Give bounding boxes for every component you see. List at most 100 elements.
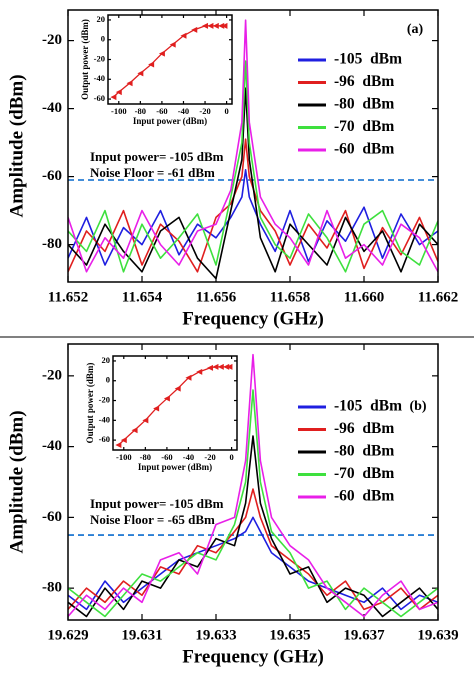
marker bbox=[207, 364, 214, 371]
marker bbox=[185, 374, 192, 381]
x-tick-label: 0 bbox=[224, 106, 228, 116]
marker bbox=[218, 22, 225, 29]
legend-label: -60 dBm bbox=[334, 488, 394, 505]
y-tick-label: -20 bbox=[42, 32, 62, 48]
annotation: Noise Floor = -61 dBm bbox=[90, 165, 215, 180]
series-group bbox=[68, 19, 438, 280]
legend-label: -96 dBm bbox=[334, 420, 394, 437]
x-tick-label: -40 bbox=[178, 106, 189, 116]
inset-background bbox=[113, 356, 237, 450]
x-tick-label: 11.658 bbox=[270, 289, 310, 305]
panel: -80 -60 -40 -20 11.652 11.654 11.656 11.658 11.6… bbox=[6, 9, 458, 329]
series-group bbox=[68, 353, 438, 618]
x-tick-label: -20 bbox=[199, 106, 210, 116]
series-line bbox=[68, 389, 438, 618]
marker bbox=[202, 22, 209, 29]
panel-label: (a) bbox=[407, 22, 424, 37]
x-tick-label: 19.629 bbox=[47, 627, 88, 643]
legend-label: -70 dBm bbox=[334, 118, 394, 135]
y-tick-label: -60 bbox=[94, 93, 105, 103]
series-line bbox=[68, 60, 438, 273]
marker bbox=[180, 32, 187, 39]
x-tick-label: -100 bbox=[116, 452, 132, 462]
y-tick-label: -60 bbox=[99, 434, 110, 444]
marker bbox=[212, 22, 219, 29]
legend-label: -105 dBm bbox=[334, 398, 402, 415]
x-tick-label: 19.635 bbox=[269, 627, 310, 643]
panel: -80 -60 -40 -20 19.629 19.631 19.633 19.635 19.6… bbox=[6, 343, 459, 667]
annotation: Input power= -105 dBm bbox=[90, 496, 224, 511]
y-tick-label: -20 bbox=[94, 53, 105, 63]
x-tick-label: 11.662 bbox=[418, 289, 458, 305]
marker bbox=[115, 442, 122, 449]
y-tick-label: 0 bbox=[106, 375, 110, 385]
x-tick-label: -80 bbox=[140, 452, 151, 462]
y-tick-label: -20 bbox=[99, 394, 110, 404]
x-tick-label: 11.654 bbox=[122, 289, 163, 305]
marker bbox=[174, 385, 181, 392]
marker bbox=[120, 437, 127, 444]
series-line bbox=[68, 169, 438, 266]
x-axis-label: Input power (dBm) bbox=[133, 116, 207, 126]
y-tick-label: 20 bbox=[97, 14, 106, 24]
plot-frame bbox=[67, 9, 439, 283]
inset-background bbox=[108, 15, 232, 104]
annotation: Input power= -105 dBm bbox=[90, 149, 224, 164]
panel-label: (b) bbox=[409, 399, 426, 414]
marker bbox=[223, 363, 230, 370]
y-tick-label: -40 bbox=[94, 73, 105, 83]
x-tick-label: -100 bbox=[111, 106, 127, 116]
y-tick-label: -60 bbox=[42, 168, 62, 184]
legend-label: -80 dBm bbox=[334, 96, 394, 113]
marker bbox=[131, 427, 138, 434]
y-tick-label: -20 bbox=[42, 367, 62, 383]
legend-label: -70 dBm bbox=[334, 465, 394, 482]
x-tick-label: 0 bbox=[229, 452, 233, 462]
series-line bbox=[68, 138, 438, 273]
legend-label: -105 dBm bbox=[334, 51, 402, 68]
marker bbox=[110, 94, 117, 101]
series-line bbox=[68, 516, 438, 611]
x-tick-label: -60 bbox=[161, 452, 172, 462]
x-tick-label: -20 bbox=[204, 452, 215, 462]
y-tick-label: -40 bbox=[42, 100, 62, 116]
marker bbox=[153, 405, 160, 412]
marker bbox=[126, 80, 133, 87]
marker bbox=[137, 70, 144, 77]
marker bbox=[142, 417, 149, 424]
inset: -60 -40 -20 0 20 -100 -80 -60 -40 -20 0 Output powe… bbox=[85, 355, 238, 472]
marker bbox=[163, 395, 170, 402]
y-tick-label: -40 bbox=[99, 414, 110, 424]
x-tick-label: -60 bbox=[156, 106, 167, 116]
marker bbox=[191, 26, 198, 33]
x-tick-label: 19.639 bbox=[417, 627, 458, 643]
y-tick-label: -40 bbox=[42, 438, 62, 454]
marker bbox=[169, 41, 176, 48]
marker bbox=[226, 363, 233, 370]
plot-frame bbox=[112, 355, 238, 451]
inset: -60 -40 -20 0 20 -100 -80 -60 -40 -20 0 Output powe… bbox=[80, 14, 233, 126]
marker bbox=[207, 22, 214, 29]
plot-frame bbox=[107, 14, 233, 105]
y-tick-label: -80 bbox=[42, 236, 62, 252]
marker bbox=[221, 22, 228, 29]
y-tick-label: 20 bbox=[102, 355, 111, 365]
legend-label: -60 dBm bbox=[334, 141, 394, 158]
y-tick-label: -60 bbox=[42, 509, 62, 525]
x-tick-label: 11.652 bbox=[48, 289, 88, 305]
legend-label: -80 dBm bbox=[334, 443, 394, 460]
y-axis-label: Amplitude (dBm) bbox=[6, 74, 27, 217]
legend-label: -96 dBm bbox=[334, 73, 394, 90]
x-tick-label: -80 bbox=[135, 106, 146, 116]
y-tick-label: 0 bbox=[101, 34, 105, 44]
y-axis-label: Output power (dBm) bbox=[85, 363, 95, 444]
marker bbox=[212, 363, 219, 370]
annotation: Noise Floor = -65 dBm bbox=[90, 512, 215, 527]
x-tick-label: 19.633 bbox=[195, 627, 236, 643]
y-tick-label: -80 bbox=[42, 580, 62, 596]
x-tick-label: 19.637 bbox=[343, 627, 385, 643]
y-axis-label: Amplitude (dBm) bbox=[6, 410, 27, 553]
marker bbox=[158, 50, 165, 57]
